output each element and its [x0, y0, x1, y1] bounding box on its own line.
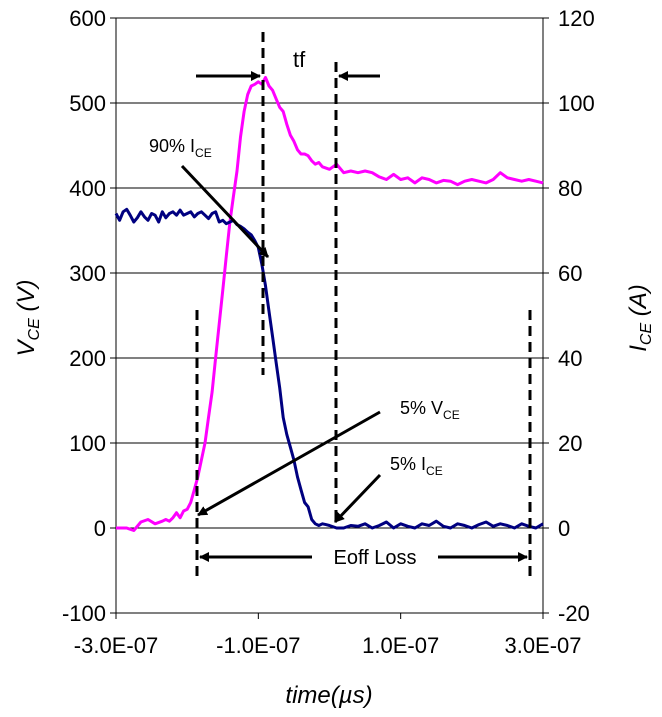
y-right-tick-label: 120: [558, 6, 595, 31]
y-right-tick-label: 0: [558, 516, 570, 541]
series-line-2: [114, 207, 544, 530]
y-right-tick-label: 20: [558, 431, 582, 456]
x-tick-label: -3.0E-07: [74, 633, 158, 658]
i90-label-main: 90% I: [149, 136, 195, 156]
x-tick-label: 3.0E-07: [504, 633, 581, 658]
y-right-tick-label: 60: [558, 261, 582, 286]
i90-label-sub: CE: [195, 146, 212, 160]
y-left-tick-label: 100: [69, 431, 106, 456]
y-left-title-unit: (V): [13, 280, 40, 319]
y-left-tick-label: 600: [69, 6, 106, 31]
y-right-title-unit: (A): [625, 284, 652, 323]
y-right-tick-label: 40: [558, 346, 582, 371]
y-left-tick-label: 500: [69, 91, 106, 116]
i90-pointer-arrow: [180, 164, 270, 259]
series-line-1: [116, 76, 544, 532]
x-axis-title: time(µs): [285, 682, 372, 709]
gridlines: [116, 17, 543, 614]
tf-label: tf: [293, 47, 306, 72]
v5-label-main: 5% V: [400, 398, 443, 418]
i5-label-main: 5% I: [390, 454, 426, 474]
x-tick-label: 1.0E-07: [362, 633, 439, 658]
x-tick-label: -1.0E-07: [216, 633, 300, 658]
i5-pointer-arrow: [333, 473, 382, 524]
y-right-tick-label: 100: [558, 91, 595, 116]
y-left-title-main: V: [13, 338, 40, 356]
annotations: [180, 32, 532, 580]
y-left-tick-label: 0: [94, 516, 106, 541]
i5-label: 5% ICE: [390, 454, 443, 478]
y-right-title-sub: CE: [638, 323, 655, 346]
v5-label-sub: CE: [443, 408, 460, 422]
v5-pointer-arrow: [197, 410, 381, 517]
y-left-title-sub: CE: [26, 318, 43, 341]
y-left-tick-label: 200: [69, 346, 106, 371]
axis-ticks: -100 0 100 200 300 400 500 600 -20 0 20 40 60 80 100 12…: [62, 6, 595, 658]
y-right-tick-label: 80: [558, 176, 582, 201]
y-left-tick-label: -100: [62, 601, 106, 626]
y-axis-left-title: VCE (V): [13, 280, 43, 357]
y-left-tick-label: 300: [69, 261, 106, 286]
i90-label: 90% ICE: [149, 136, 212, 160]
y-axis-right-title: ICE (A): [625, 284, 655, 352]
plot-area: [115, 17, 544, 614]
eoff-label: Eoff Loss: [333, 547, 416, 569]
i5-label-sub: CE: [426, 464, 443, 478]
y-right-tick-label: -20: [558, 601, 590, 626]
series-lines: [114, 76, 544, 532]
y-right-title-main: I: [625, 345, 652, 352]
v5-label: 5% VCE: [400, 398, 460, 422]
y-left-tick-label: 400: [69, 176, 106, 201]
